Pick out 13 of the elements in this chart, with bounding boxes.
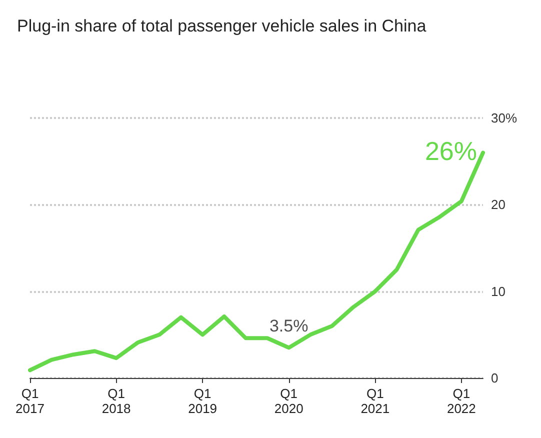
x-tick-label: Q1 2020 [274, 386, 304, 416]
y-tick-label: 30% [491, 110, 518, 126]
x-tick-label: Q1 2022 [446, 386, 476, 416]
y-tick-label: 0 [491, 370, 498, 386]
x-tick-label: Q1 2021 [360, 386, 390, 416]
x-tick-label: Q1 2019 [188, 386, 218, 416]
y-tick-label: 10 [491, 284, 506, 299]
annotation: 26% [424, 136, 478, 166]
x-tick-label: Q1 2018 [102, 386, 131, 416]
y-tick-label: 20 [491, 197, 506, 212]
chart-title: Plug-in share of total passenger vehicle sales in China [17, 16, 427, 36]
annotation: 3.5% [269, 316, 308, 336]
x-tick-label: Q1 2017 [16, 386, 44, 416]
